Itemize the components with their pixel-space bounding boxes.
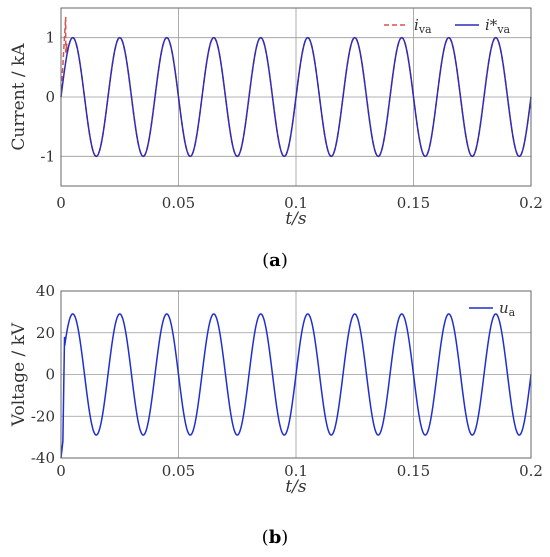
a-y-tick-label: 0 [45, 88, 55, 106]
a-legend-sub: va [418, 23, 432, 36]
a-x-tick-label: 0.15 [397, 194, 430, 212]
b-x-tick-label: 0 [56, 462, 66, 480]
panel-a-x-axis-label: t/s [285, 209, 307, 229]
a-y-tick-label: -1 [40, 147, 55, 165]
b-x-tick-label: 0.15 [397, 462, 430, 480]
panel-a-y-axis-label: Current / kA [9, 43, 29, 151]
panel-a-plot-frame [60, 7, 532, 187]
panel-a-series [60, 16, 532, 158]
b-series-line-0 [60, 313, 532, 459]
panel-b-legend: ua [469, 299, 516, 319]
a-legend-name: i [414, 16, 419, 34]
a-x-tick-label: 0 [56, 194, 66, 212]
a-x-tick-label: 0.1 [284, 194, 308, 212]
b-legend-name: u [499, 299, 509, 317]
b-y-tick-label: 0 [45, 366, 55, 384]
panel-b-y-axis-label: Voltage / kV [9, 322, 29, 427]
b-x-tick-label: 0.1 [284, 462, 308, 480]
panel-a-caption-letter: a [269, 250, 281, 271]
panel-b-x-axis-label: t/s [285, 477, 307, 497]
panel-b-caption-letter: b [269, 527, 282, 548]
b-x-tick-label: 0.2 [519, 462, 543, 480]
a-x-tick-label: 0.2 [519, 194, 543, 212]
a-legend-name: i* [485, 16, 498, 34]
a-legend-label-1: i*va [485, 16, 511, 36]
b-legend-label-0: ua [499, 299, 516, 319]
b-x-tick-label: 0.05 [162, 462, 195, 480]
panel-a-tick-labels: 0 0.05 0.1 0.15 0.2 1 0 -1 [40, 29, 543, 212]
panel-b-plot-frame [60, 290, 532, 459]
b-legend-sub: a [509, 306, 516, 319]
panel-a-caption: (a) [262, 250, 288, 271]
panel-a-chart: 0 0.05 0.1 0.15 0.210-1 Current / kA t/s i*v… [9, 7, 543, 229]
b-y-tick-label: 40 [36, 282, 55, 300]
a-legend-sub: va [496, 23, 510, 36]
b-y-tick-label: -40 [31, 449, 55, 467]
a-legend-label-0: iva [414, 16, 432, 36]
panel-b-tick-labels: 0 0.05 0.1 0.15 0.2 40 20 0 -20 -40 [31, 282, 543, 480]
a-y-tick-label: 1 [45, 29, 55, 47]
a-series-line-1 [60, 36, 532, 158]
a-x-tick-label: 0.05 [162, 194, 195, 212]
b-y-tick-label: -20 [31, 407, 55, 425]
panel-b-series [60, 313, 532, 459]
b-y-tick-label: 20 [36, 324, 55, 342]
panel-b-caption: (b) [262, 527, 289, 548]
